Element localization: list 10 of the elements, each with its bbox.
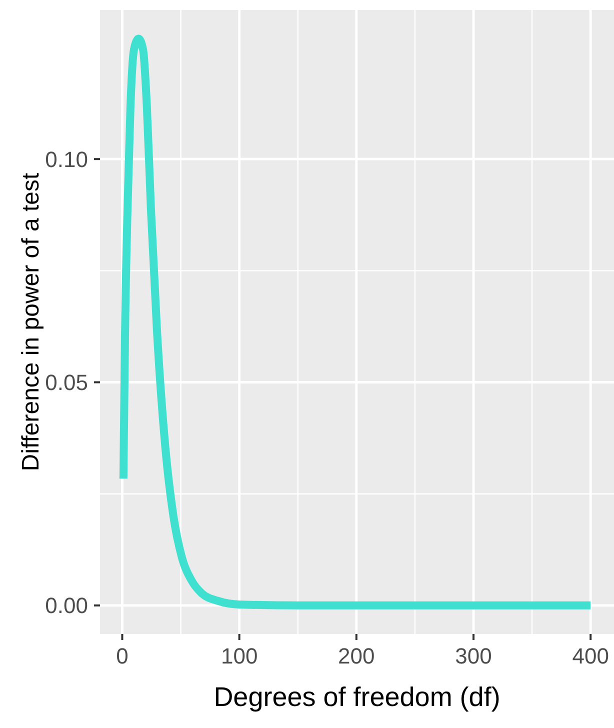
x-tick-label: 300 <box>455 644 492 669</box>
y-tick-label: 0.10 <box>45 146 88 172</box>
x-axis-title: Degrees of freedom (df) <box>214 682 500 712</box>
x-tick-label: 0 <box>116 644 128 669</box>
y-axis-title: Difference in power of a test <box>18 172 45 472</box>
y-tick-label: 0.00 <box>45 593 88 618</box>
x-tick-label: 400 <box>572 644 609 669</box>
y-tick-label: 0.05 <box>45 370 88 396</box>
x-tick-label: 100 <box>220 644 258 669</box>
x-tick-label: 200 <box>338 644 375 669</box>
